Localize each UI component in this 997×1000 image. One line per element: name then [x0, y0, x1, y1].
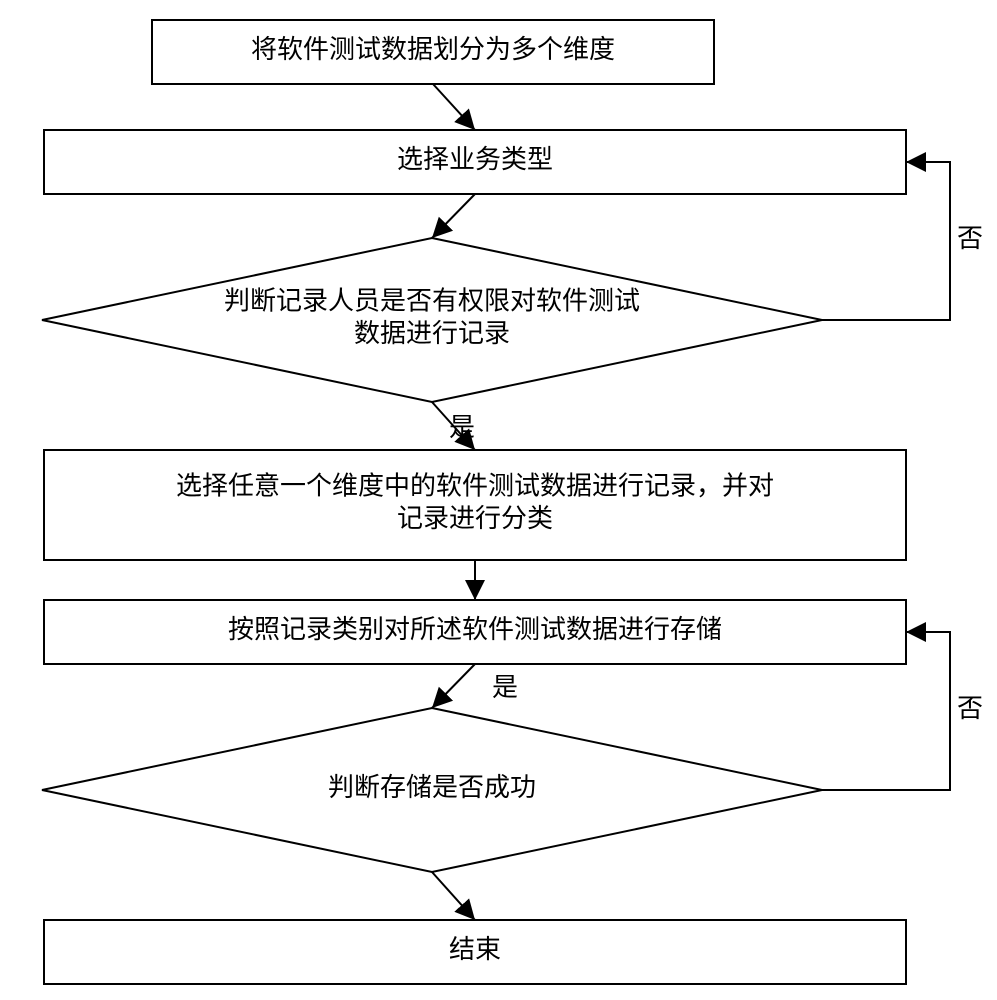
node-n2-text-line-0: 选择业务类型	[397, 145, 553, 174]
edge-1	[432, 194, 475, 238]
edge-5	[432, 872, 475, 920]
node-n3-text-line-0: 判断记录人员是否有权限对软件测试	[224, 287, 640, 316]
node-n1-text-line-0: 将软件测试数据划分为多个维度	[251, 35, 615, 64]
edge-4	[432, 664, 475, 708]
node-n4-text-line-0: 选择任意一个维度中的软件测试数据进行记录，并对	[176, 472, 774, 501]
node-n4-text-line-1: 记录进行分类	[397, 504, 553, 533]
edge-2-label: 是	[449, 413, 475, 442]
node-n3-text-line-1: 数据进行记录	[354, 319, 510, 348]
edge-4-label: 是	[492, 673, 518, 702]
node-n6-text-line-0: 判断存储是否成功	[328, 773, 536, 802]
node-n7-text-line-0: 结束	[449, 935, 501, 964]
edge-0	[433, 84, 475, 130]
edge-6-label: 否	[957, 224, 983, 253]
node-n5-text-line-0: 按照记录类别对所述软件测试数据进行存储	[228, 615, 722, 644]
edge-7-label: 否	[957, 694, 983, 723]
